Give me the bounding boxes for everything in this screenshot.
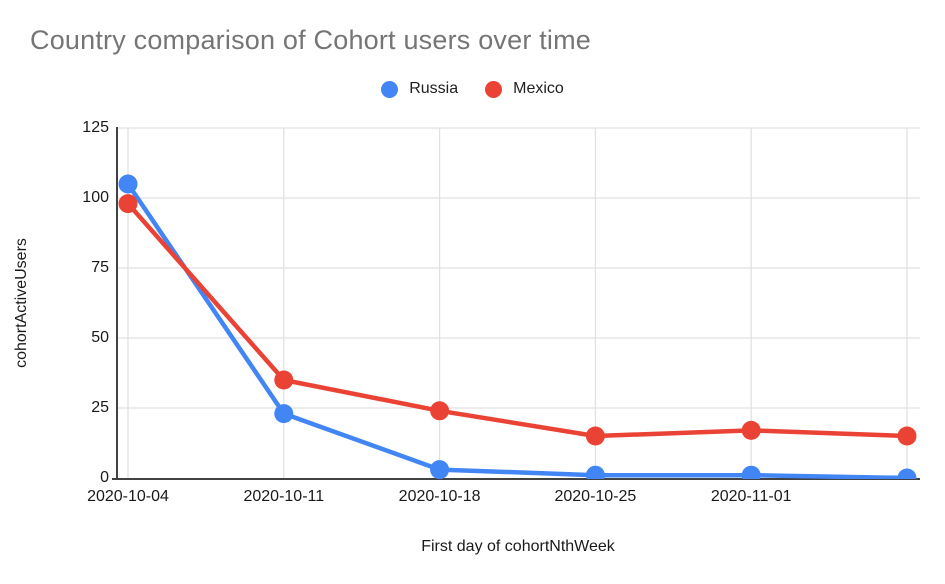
russia-point-5 [897, 468, 917, 479]
legend-item-russia: Russia [381, 79, 458, 99]
chart-title: Country comparison of Cohort users over … [30, 25, 592, 55]
mexico-point-2 [430, 401, 450, 421]
russia-series [118, 174, 917, 479]
legend: Russia Mexico [0, 79, 945, 99]
russia-point-0 [118, 174, 138, 194]
legend-label-russia: Russia [409, 80, 459, 97]
mexico-point-4 [741, 420, 761, 440]
mexico-point-0 [118, 194, 138, 214]
x-axis-title: First day of cohortNthWeek [421, 538, 615, 555]
mexico-point-5 [897, 426, 917, 446]
mexico-line [125, 201, 910, 439]
mexico-point-1 [274, 370, 294, 390]
legend-label-mexico: Mexico [513, 80, 564, 97]
mexico-legend-dot-icon [485, 80, 503, 98]
mexico-point-3 [585, 426, 605, 446]
y-axis-title: cohortActiveUsers [13, 238, 30, 368]
russia-point-4 [741, 465, 761, 479]
legend-item-mexico: Mexico [485, 79, 564, 99]
mexico-series [118, 194, 917, 446]
russia-point-2 [430, 460, 450, 479]
russia-point-3 [585, 465, 605, 479]
russia-legend-dot-icon [381, 80, 399, 98]
russia-point-1 [274, 404, 294, 424]
russia-line [125, 181, 910, 479]
